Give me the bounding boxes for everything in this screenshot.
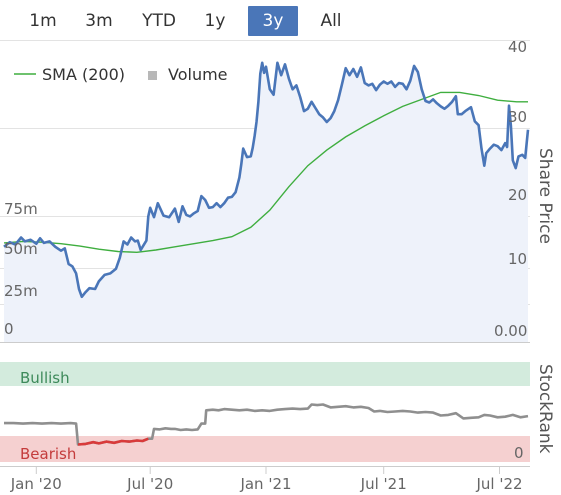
price-tick-0: 0.00 xyxy=(494,322,527,340)
range-all-button[interactable]: All xyxy=(320,11,342,31)
stockrank-bearish-line xyxy=(77,437,149,446)
x-tick-label: Jan '21 xyxy=(239,475,291,493)
volume-legend-label[interactable]: Volume xyxy=(168,65,228,84)
price-area-fill xyxy=(4,62,528,343)
share-price-axis-title: Share Price xyxy=(535,148,555,244)
volume-tick-25m: 25m xyxy=(4,282,38,300)
stockrank-tick-0: 0 xyxy=(514,444,524,462)
bullish-zone-label: Bullish xyxy=(20,369,70,387)
volume-legend-swatch xyxy=(148,71,157,80)
range-1y-button[interactable]: 1y xyxy=(204,11,226,31)
volume-tick-50m: 50m xyxy=(4,240,38,258)
range-3y-button[interactable]: 3y xyxy=(248,6,298,36)
x-tick-label: Jan '20 xyxy=(10,475,62,493)
price-legend: SMA (200) Volume xyxy=(14,65,228,84)
price-tick-40: 40 xyxy=(508,38,527,56)
range-3m-button[interactable]: 3m xyxy=(85,11,113,31)
price-tick-20: 20 xyxy=(508,186,527,204)
share-price-line xyxy=(3,61,530,299)
sma-200-line xyxy=(3,91,528,254)
range-selector: 1m 3m YTD 1y 3y All xyxy=(0,4,380,38)
x-axis-ticks: Jan '20 Jul '20 Jan '21 Jul '21 Jul '22 xyxy=(10,467,523,493)
bearish-zone xyxy=(0,436,530,462)
x-tick-label: Jul '20 xyxy=(126,475,173,493)
sma-legend-label[interactable]: SMA (200) xyxy=(42,65,125,84)
volume-tick-0: 0 xyxy=(4,320,14,338)
stockrank-axis-title: StockRank xyxy=(535,364,555,454)
range-1m-button[interactable]: 1m xyxy=(29,11,57,31)
range-ytd-button[interactable]: YTD xyxy=(142,11,176,31)
x-tick-label: Jul '22 xyxy=(475,475,522,493)
price-tick-10: 10 xyxy=(508,250,527,268)
volume-tick-75m: 75m xyxy=(4,200,38,218)
bullish-zone xyxy=(0,362,530,386)
price-tick-30: 30 xyxy=(508,108,527,126)
x-tick-label: Jul '21 xyxy=(360,475,407,493)
bearish-zone-label: Bearish xyxy=(20,445,76,463)
